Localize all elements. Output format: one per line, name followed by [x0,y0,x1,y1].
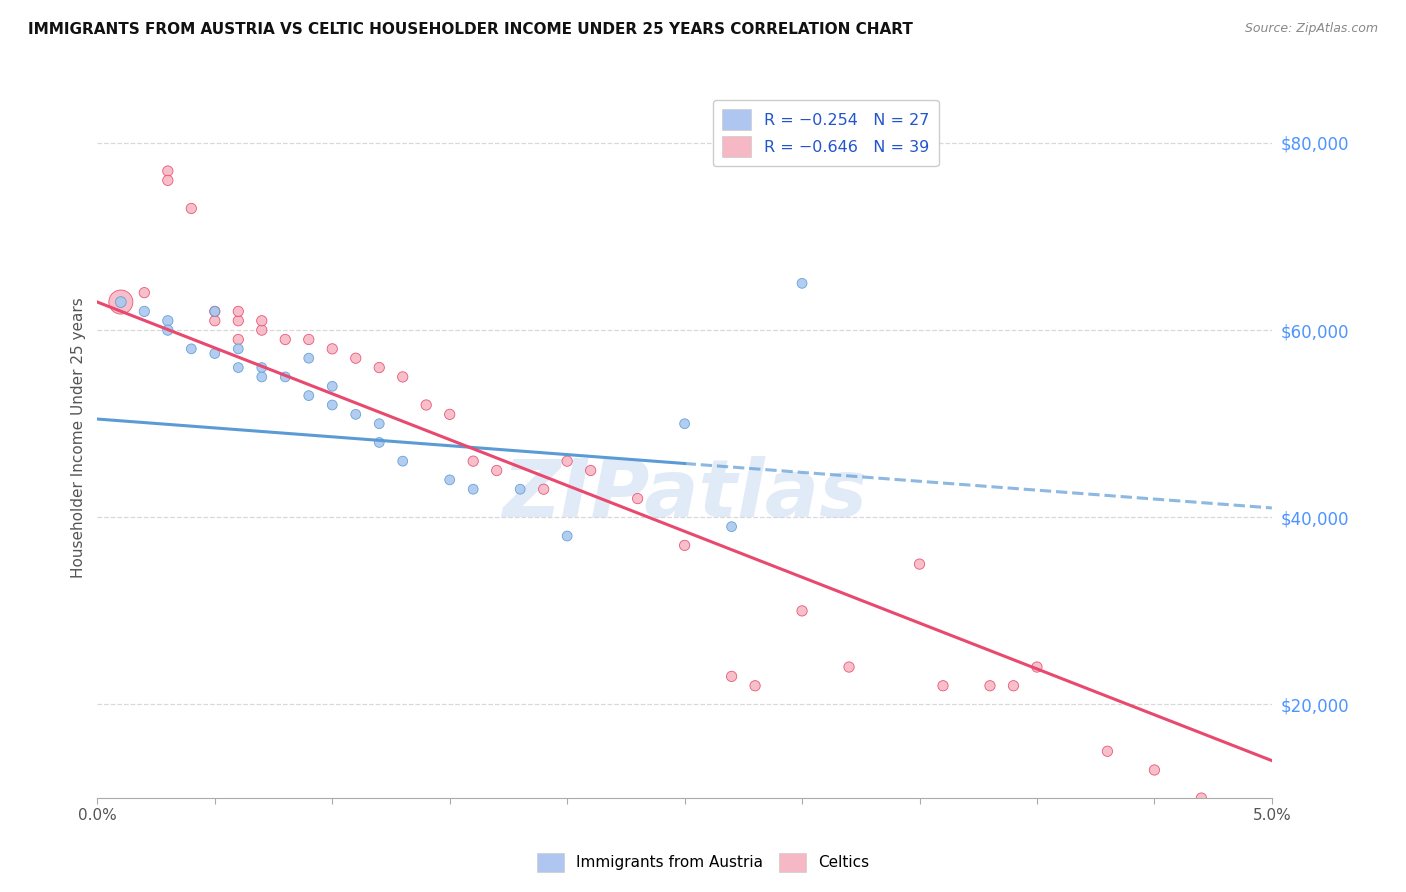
Point [226,333,249,347]
Point [720,519,742,533]
Legend: R = −0.254   N = 27, R = −0.646   N = 39: R = −0.254 N = 27, R = −0.646 N = 39 [713,100,939,167]
Point [180,342,202,356]
Point [250,314,273,328]
Point [226,342,249,356]
Point [790,604,813,618]
Point [533,482,555,496]
Point [134,285,156,300]
Point [156,164,179,178]
Point [744,679,766,693]
Point [274,333,297,347]
Point [415,398,437,412]
Point [627,491,650,506]
Point [321,398,343,412]
Point [204,314,226,328]
Point [1143,763,1166,777]
Point [250,323,273,337]
Point [298,389,321,403]
Y-axis label: Householder Income Under 25 years: Householder Income Under 25 years [72,297,86,578]
Point [134,304,156,318]
Point [204,346,226,360]
Point [555,454,578,468]
Text: IMMIGRANTS FROM AUSTRIA VS CELTIC HOUSEHOLDER INCOME UNDER 25 YEARS CORRELATION : IMMIGRANTS FROM AUSTRIA VS CELTIC HOUSEH… [28,22,912,37]
Point [720,669,742,683]
Point [1189,791,1212,805]
Point [908,557,931,571]
Point [485,463,508,477]
Point [368,360,391,375]
Point [274,370,297,384]
Point [250,370,273,384]
Point [298,351,321,366]
Text: Source: ZipAtlas.com: Source: ZipAtlas.com [1244,22,1378,36]
Point [673,538,696,552]
Point [368,435,391,450]
Point [439,473,461,487]
Point [1097,744,1119,758]
Point [790,277,813,291]
Point [463,454,485,468]
Point [226,360,249,375]
Point [463,482,485,496]
Point [298,333,321,347]
Point [226,314,249,328]
Point [156,173,179,187]
Point [932,679,955,693]
Point [555,529,578,543]
Point [204,304,226,318]
Point [204,304,226,318]
Text: ZIPatlas: ZIPatlas [502,457,868,534]
Point [321,342,343,356]
Point [439,408,461,422]
Point [1026,660,1049,674]
Point [979,679,1001,693]
Point [838,660,860,674]
Point [226,304,249,318]
Point [391,454,413,468]
Point [579,463,602,477]
Point [368,417,391,431]
Point [110,295,132,310]
Point [250,360,273,375]
Point [180,202,202,216]
Point [391,370,413,384]
Legend: Immigrants from Austria, Celtics: Immigrants from Austria, Celtics [529,845,877,880]
Point [321,379,343,393]
Point [156,323,179,337]
Point [673,417,696,431]
Point [1002,679,1025,693]
Point [509,482,531,496]
Point [156,314,179,328]
Point [110,295,132,310]
Point [344,351,367,366]
Point [344,408,367,422]
